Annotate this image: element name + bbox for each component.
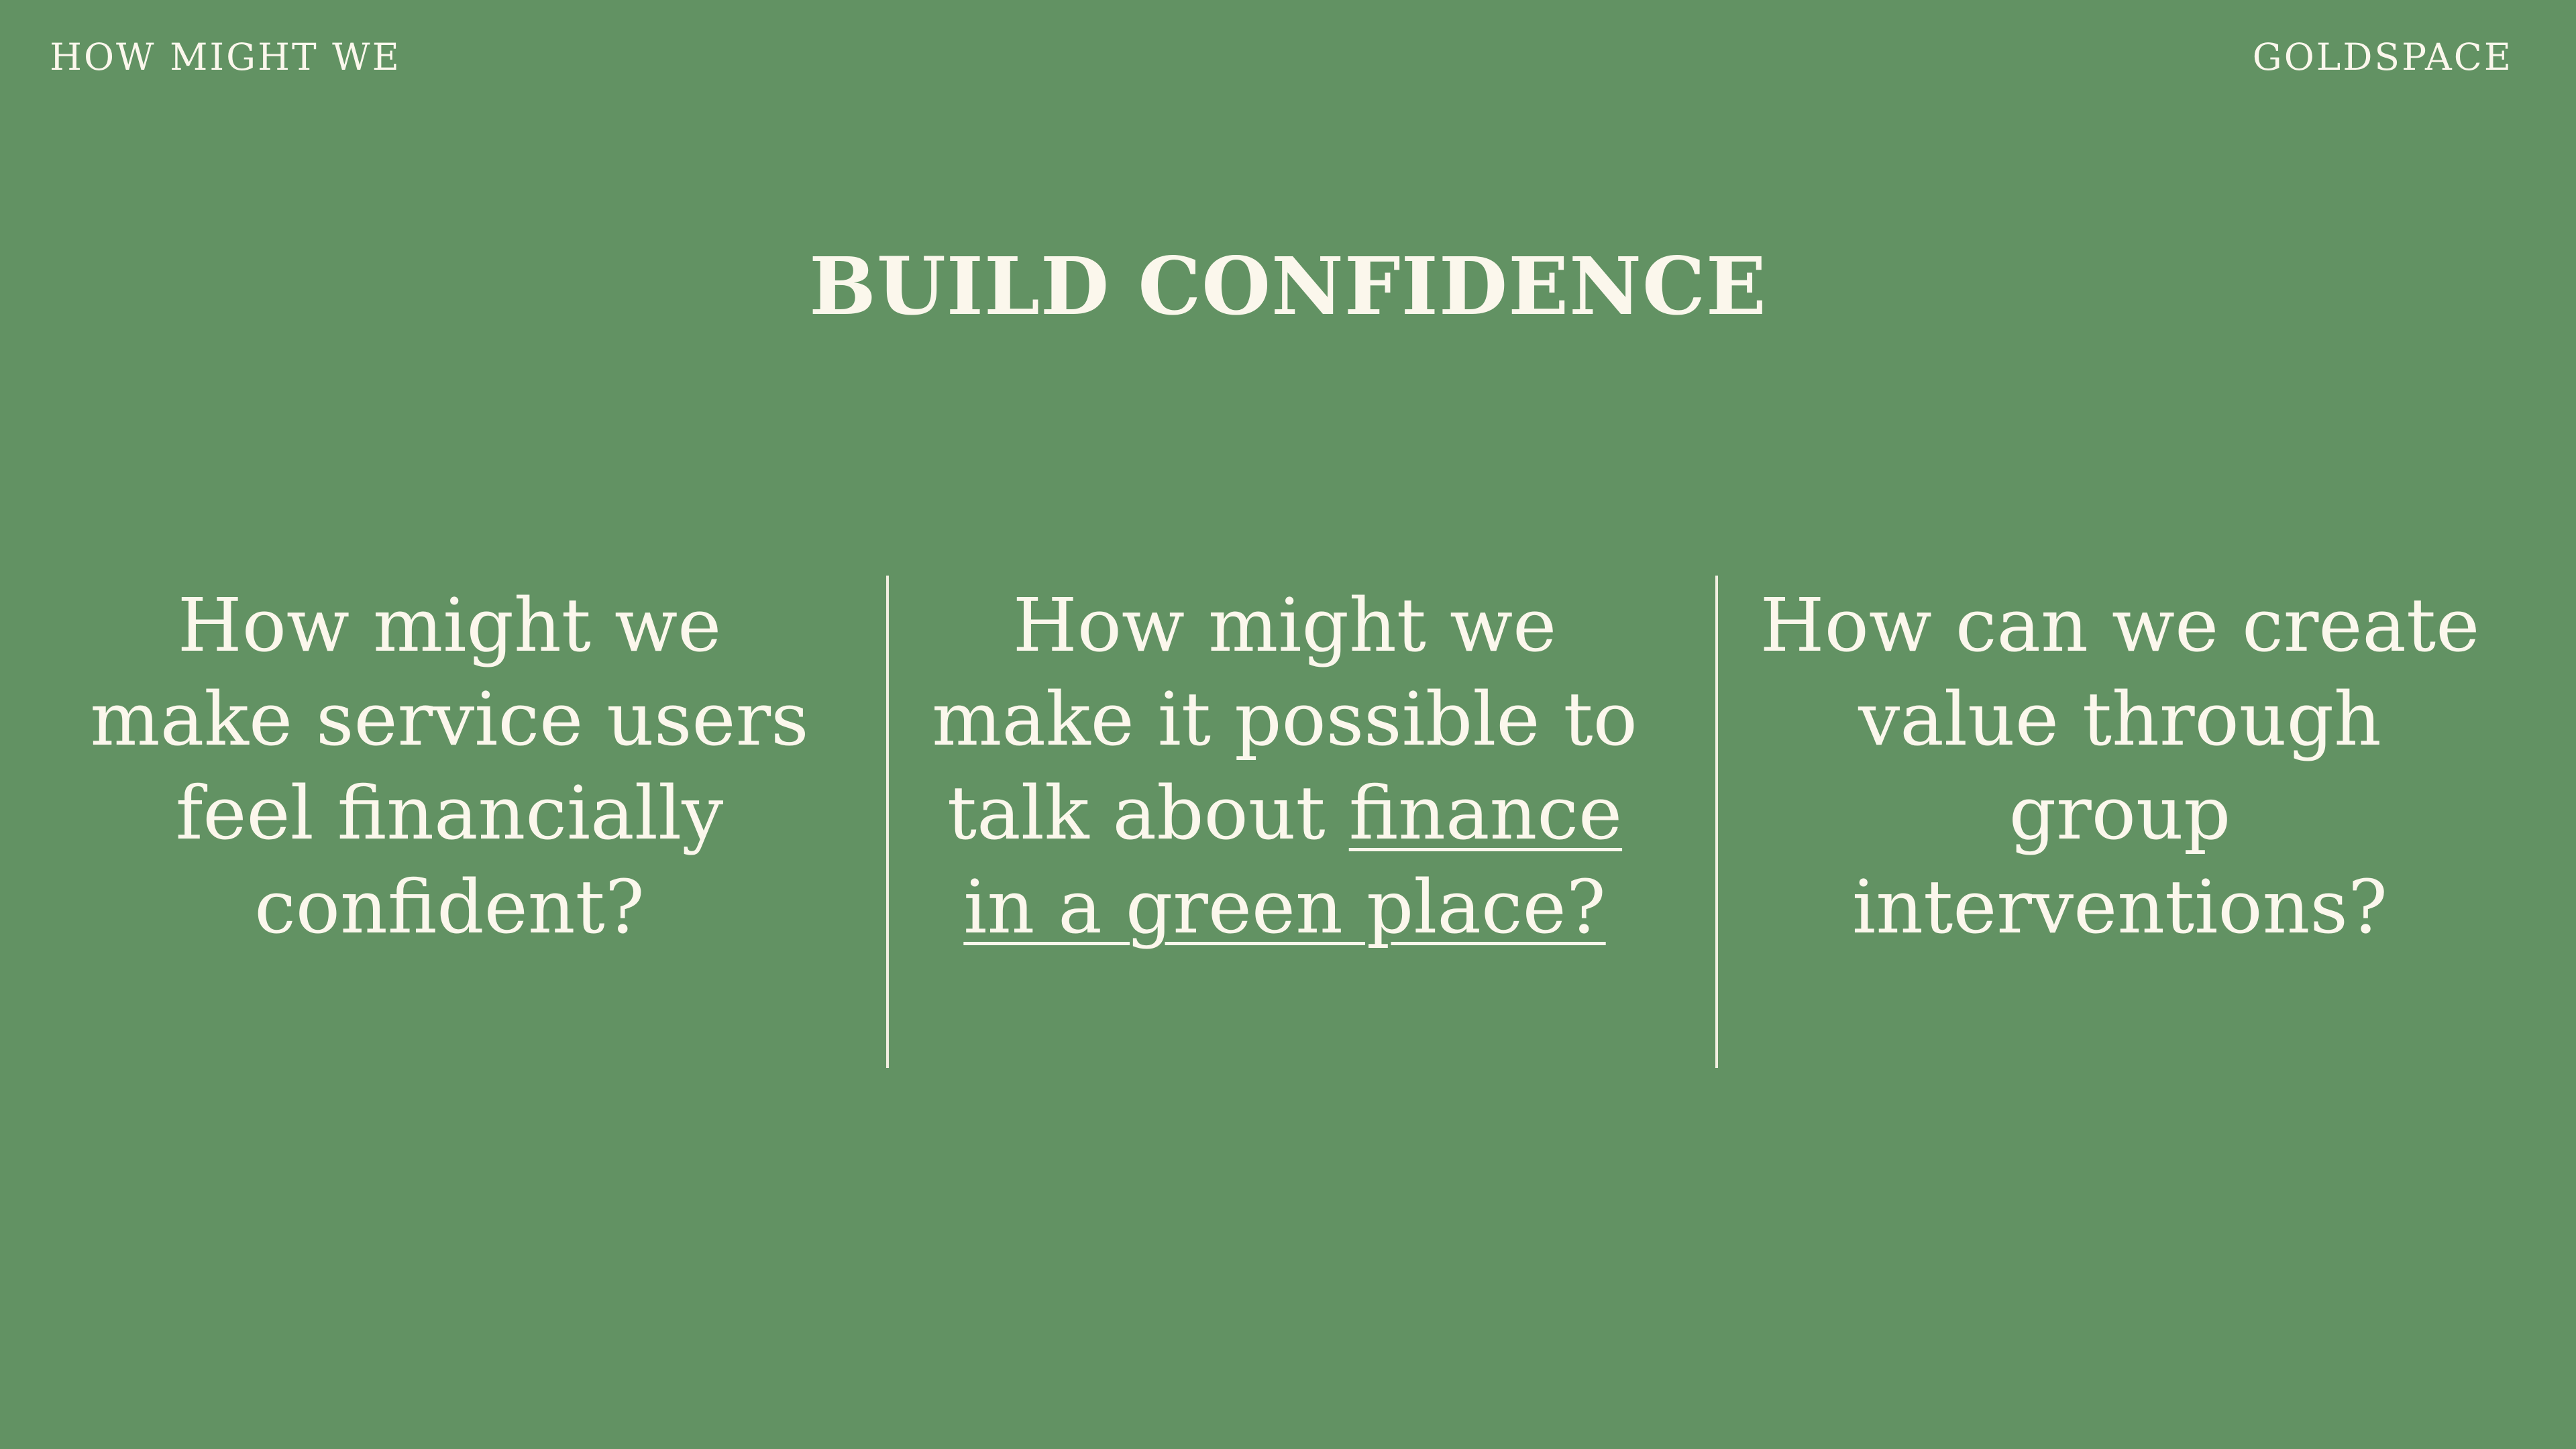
question-1-line: confident?: [254, 864, 645, 950]
question-2-underlined-text: in a green place?: [963, 864, 1606, 950]
column-divider: [886, 576, 889, 1068]
question-2-text: talk about: [947, 770, 1349, 856]
question-1: How might we make service users feel fin…: [87, 576, 812, 1068]
section-label: HOW MIGHT WE: [50, 36, 401, 78]
question-2-line: in a green place?: [906, 860, 1664, 954]
slide-title: BUILD CONFIDENCE: [809, 239, 1767, 333]
question-2-line: make it possible to: [932, 676, 1638, 762]
question-3-line: value through: [1858, 676, 2381, 762]
question-3-line: group: [2008, 770, 2231, 856]
question-2-line: How might we: [1012, 582, 1557, 668]
question-2: How might we make it possible to talk ab…: [906, 576, 1664, 1068]
question-3-line: How can we create: [1760, 582, 2480, 668]
question-3: How can we create value through group in…: [1744, 576, 2496, 1068]
brand-label: GOLDSPACE: [2252, 36, 2513, 78]
question-3-line: interventions?: [1852, 864, 2387, 950]
question-2-line: talk about finance: [906, 766, 1664, 860]
question-2-underlined-text: finance: [1348, 770, 1623, 856]
column-divider: [1715, 576, 1718, 1068]
question-1-line: feel financially: [175, 770, 724, 856]
question-1-line: make service users: [90, 676, 809, 762]
questions-row: How might we make service users feel fin…: [0, 576, 2576, 1068]
question-1-line: How might we: [177, 582, 722, 668]
